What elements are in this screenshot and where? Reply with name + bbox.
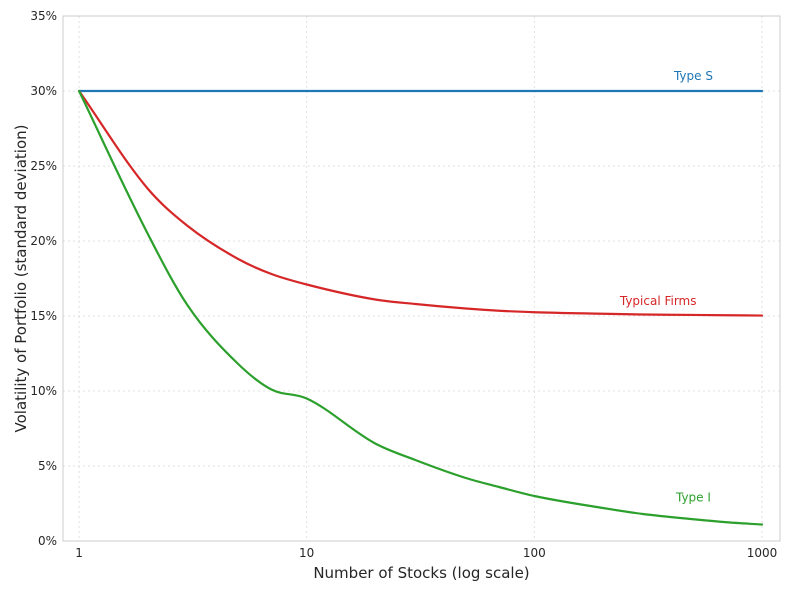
series-line-type-i — [77, 89, 764, 526]
y-tick-label: 0% — [38, 534, 57, 548]
x-tick-label: 1000 — [747, 546, 778, 560]
y-tick-label: 25% — [30, 159, 57, 173]
y-tick-label: 5% — [38, 459, 57, 473]
x-tick-label: 1 — [75, 546, 83, 560]
y-tick-label: 20% — [30, 234, 57, 248]
y-tick-label: 15% — [30, 309, 57, 323]
plot-frame — [62, 15, 781, 542]
y-axis-title: Volatility of Portfolio (standard deviat… — [12, 125, 30, 433]
x-tick-label: 100 — [523, 546, 546, 560]
y-axis-ticks: 0% 5% 10% 15% 20% 25% 30% 35% — [30, 9, 57, 548]
series-line-typical-firms — [77, 89, 764, 317]
series-layer — [77, 89, 764, 526]
y-tick-label: 10% — [30, 384, 57, 398]
series-label-typical-firms: Typical Firms — [619, 294, 697, 308]
x-axis-ticks: 1 10 100 1000 — [75, 546, 777, 560]
series-labels: Type S Typical Firms Type I — [619, 69, 713, 505]
x-tick-label: 10 — [299, 546, 314, 560]
y-tick-label: 30% — [30, 84, 57, 98]
y-tick-label: 35% — [30, 9, 57, 23]
x-axis-title: Number of Stocks (log scale) — [313, 564, 529, 582]
series-label-type-s: Type S — [673, 69, 713, 83]
series-label-type-i: Type I — [675, 491, 711, 505]
